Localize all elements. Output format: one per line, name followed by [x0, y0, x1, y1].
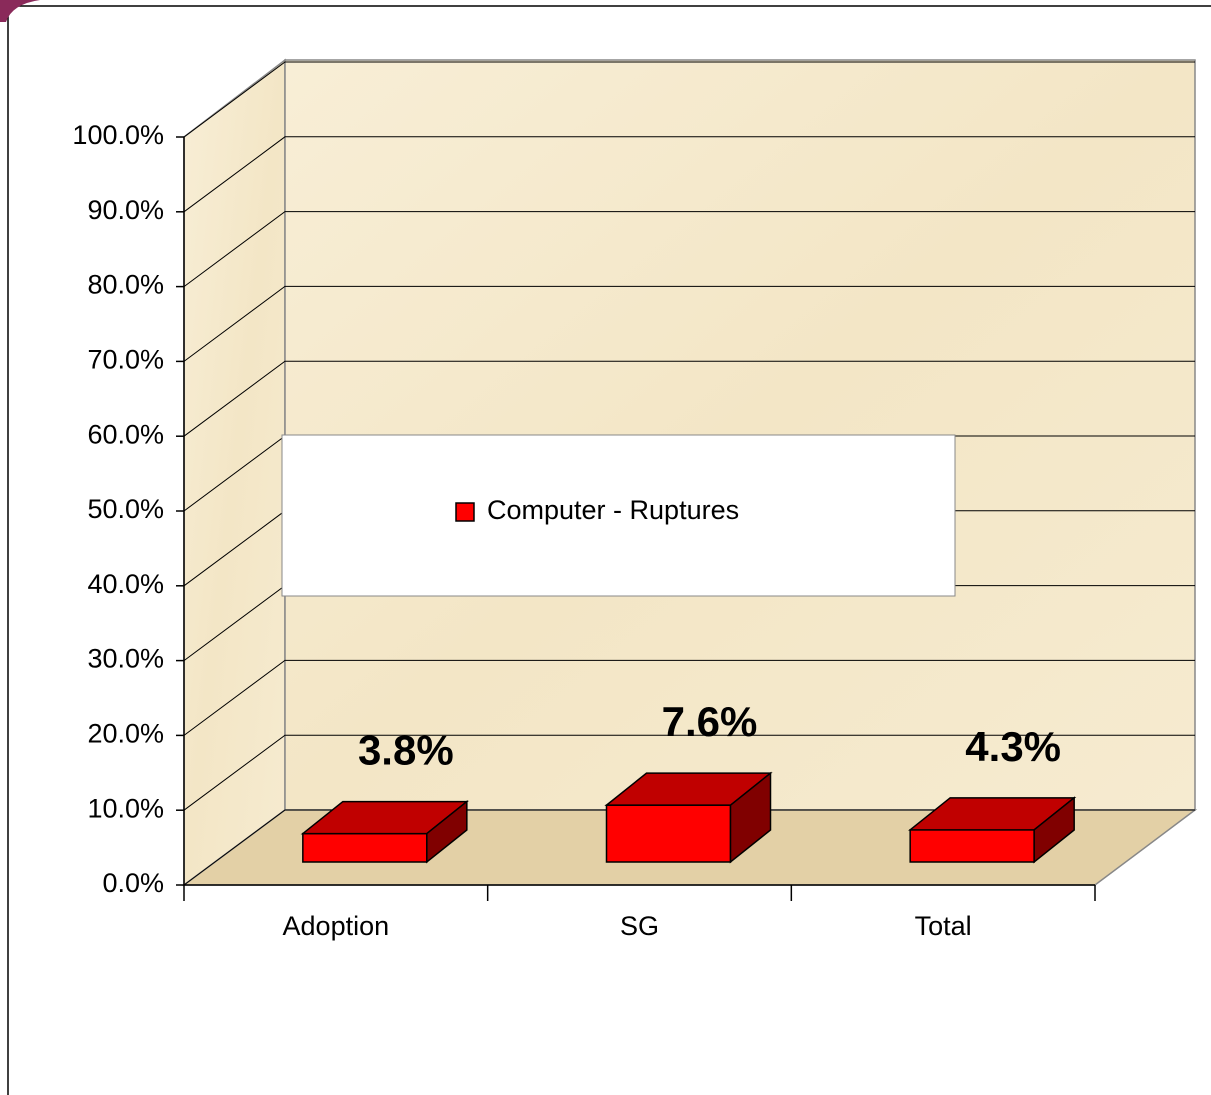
grid-line [183, 659, 1195, 736]
y-tick-label: 80.0% [87, 270, 164, 300]
y-tick-label: 60.0% [87, 419, 164, 449]
bar [908, 796, 1077, 864]
bar [604, 771, 773, 864]
grid-line [183, 360, 1195, 437]
value-label: 3.8% [358, 727, 454, 774]
y-tick-label: 50.0% [87, 494, 164, 524]
x-tick-label: Adoption [283, 911, 390, 941]
bar-front [302, 832, 428, 863]
bar-side [729, 771, 772, 864]
bar-side [1033, 796, 1075, 864]
bar-front [909, 829, 1035, 863]
y-tick-label: 40.0% [87, 569, 164, 599]
y-tick-label: 100.0% [72, 120, 164, 150]
y-tick-label: 90.0% [87, 195, 164, 225]
bar [300, 800, 469, 864]
grid-line [183, 285, 1195, 362]
y-tick-label: 30.0% [87, 644, 164, 674]
x-tick-label: Total [915, 911, 972, 941]
y-tick-label: 0.0% [102, 868, 164, 898]
y-tick-label: 10.0% [87, 793, 164, 823]
bar-side [426, 800, 468, 864]
grid-line [183, 136, 1195, 213]
grid-line [183, 211, 1195, 288]
bar-front [605, 804, 732, 863]
grid-line [183, 734, 1195, 811]
grid-line [183, 61, 1195, 138]
value-label: 7.6% [662, 698, 758, 745]
legend [281, 434, 956, 597]
y-tick-label: 20.0% [87, 719, 164, 749]
value-label: 4.3% [965, 723, 1061, 770]
y-tick-label: 70.0% [87, 345, 164, 375]
legend-label: Computer - Ruptures [487, 495, 739, 525]
legend-swatch [455, 502, 475, 522]
x-tick-label: SG [620, 911, 659, 941]
left-wall [183, 58, 286, 887]
corner-decoration [0, 0, 40, 22]
grid-line [183, 809, 1195, 886]
